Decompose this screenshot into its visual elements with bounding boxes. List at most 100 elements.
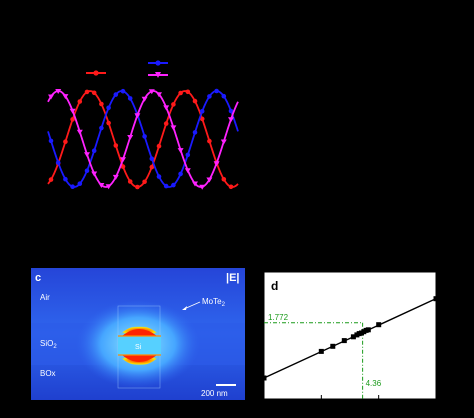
data-point: [341, 338, 347, 344]
series-red-point: [156, 143, 162, 149]
series-red-point: [142, 179, 147, 185]
panel-c: c |E| Air MoTe2 SiO2 Si BOx 200 nm: [31, 268, 245, 400]
panel-d-plot-area: [263, 271, 437, 400]
sio2-label-main: SiO: [40, 339, 53, 348]
series-red-point: [77, 99, 83, 104]
series-red-point: [228, 184, 234, 190]
series-blue-point: [163, 183, 169, 189]
si-core: [118, 336, 161, 355]
series-blue-point: [228, 108, 234, 114]
series-magenta-point: [84, 152, 90, 158]
series-magenta-point: [192, 181, 198, 187]
fit-line: [263, 298, 437, 379]
series-blue-point: [214, 88, 219, 94]
series-blue-point: [91, 148, 97, 153]
mote2-label-sub: 2: [222, 302, 226, 308]
mote2-arrow-shaft: [183, 301, 201, 310]
series-magenta-point: [184, 168, 191, 174]
series-red-point: [135, 184, 140, 190]
air-label: Air: [40, 293, 50, 302]
panel-d-label: d: [271, 279, 278, 293]
data-point: [330, 343, 336, 349]
series-magenta-point: [134, 113, 141, 119]
sio2-label-sub: 2: [53, 344, 57, 350]
series-magenta-point: [141, 96, 148, 102]
series-magenta-point: [105, 184, 112, 190]
scale-bar-label: 200 nm: [201, 389, 228, 398]
series-blue-point: [113, 92, 119, 97]
y-tick-label: 1.76: [245, 395, 261, 404]
series-red-point: [207, 138, 212, 144]
series-magenta-point: [199, 184, 206, 190]
x-tick-label: 3.5: [258, 403, 270, 412]
series-magenta-point: [163, 105, 170, 111]
legend-a: [86, 60, 168, 78]
data-point: [376, 322, 382, 328]
series-magenta-point: [62, 94, 69, 100]
series-red-point: [120, 164, 126, 169]
x-axis-label-main: n: [342, 405, 347, 415]
y-axis-label-main: n: [252, 330, 262, 335]
series-magenta-point: [48, 94, 54, 100]
series-blue-point: [178, 171, 183, 177]
series-red-point: [221, 177, 227, 182]
series-blue-point: [63, 176, 68, 182]
field-magnitude-label: |E|: [226, 272, 240, 284]
series-red-point: [149, 164, 155, 170]
series-red-point: [171, 102, 176, 107]
series-blue-point: [192, 130, 198, 135]
series-blue-point: [142, 134, 147, 139]
series-blue-point: [48, 138, 54, 144]
mode-lobe-top-core: [122, 329, 157, 336]
y-axis-label-sub: eff: [258, 323, 264, 330]
x-axis-label-sub: TMD: [347, 411, 361, 417]
series-red-point: [99, 101, 104, 107]
series-blue-point: [199, 109, 205, 114]
data-point: [365, 327, 371, 333]
x-axis-label: nTMD: [342, 405, 361, 417]
series-magenta-point: [120, 157, 126, 163]
series-red-point: [84, 89, 90, 95]
mote2-arrowhead: [182, 306, 187, 310]
series-blue-point: [149, 156, 155, 161]
series-red-point: [163, 121, 169, 126]
panel-d-marks: 3.5 4.0 4.5 5.0 1.76 1.78 1.772 4.36: [245, 268, 442, 412]
series-magenta-point: [177, 148, 184, 154]
data-point: [261, 375, 267, 381]
panel-a-curves: [47, 88, 239, 190]
series-magenta-point: [220, 139, 227, 145]
si-label: Si: [135, 344, 142, 351]
sio2-label: SiO2: [40, 339, 57, 350]
series-red-point: [113, 143, 119, 148]
series-magenta-point: [206, 177, 213, 183]
series-red-point: [70, 117, 75, 122]
series-blue-point: [99, 125, 104, 131]
series-magenta-point: [156, 92, 162, 98]
mote2-label: MoTe2: [202, 297, 226, 308]
series-magenta-point: [112, 174, 119, 180]
series-blue-point: [221, 93, 227, 99]
series-magenta-point: [55, 89, 62, 94]
series-blue-point: [156, 174, 162, 179]
series-red-point: [192, 98, 198, 104]
series-magenta-point: [228, 117, 234, 123]
series-magenta-point: [170, 125, 177, 131]
series-red-point: [106, 120, 111, 126]
series-blue-point: [84, 168, 90, 173]
y-tick-label: 1.78: [245, 268, 261, 277]
series-magenta-point: [69, 108, 76, 114]
panel-c-label: c: [35, 272, 41, 284]
series-red-point: [48, 177, 54, 182]
series-blue-point: [55, 160, 61, 165]
series-blue-point: [77, 181, 83, 186]
x-tick-label: 4.0: [316, 403, 328, 412]
series-blue-point: [120, 88, 126, 94]
annotation-x-label: 4.36: [366, 379, 382, 388]
series-red-point: [199, 116, 205, 122]
legend-red-marker: [93, 70, 99, 76]
series-magenta-point: [76, 129, 83, 135]
panel-a: [47, 60, 239, 190]
x-tick-label: 4.5: [373, 403, 385, 412]
series-magenta-point: [213, 161, 220, 167]
